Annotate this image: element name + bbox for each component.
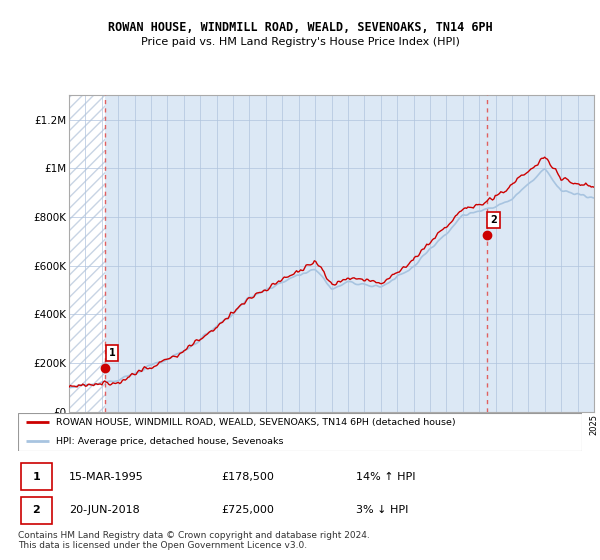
Text: Contains HM Land Registry data © Crown copyright and database right 2024.
This d: Contains HM Land Registry data © Crown c… <box>18 531 370 550</box>
FancyBboxPatch shape <box>21 463 52 490</box>
Text: ROWAN HOUSE, WINDMILL ROAD, WEALD, SEVENOAKS, TN14 6PH: ROWAN HOUSE, WINDMILL ROAD, WEALD, SEVEN… <box>107 21 493 34</box>
Text: £178,500: £178,500 <box>221 472 274 482</box>
Text: £725,000: £725,000 <box>221 505 274 515</box>
FancyBboxPatch shape <box>18 413 582 451</box>
Text: 3% ↓ HPI: 3% ↓ HPI <box>356 505 409 515</box>
Text: 20-JUN-2018: 20-JUN-2018 <box>69 505 140 515</box>
Text: 15-MAR-1995: 15-MAR-1995 <box>69 472 143 482</box>
Text: 14% ↑ HPI: 14% ↑ HPI <box>356 472 416 482</box>
Text: 1: 1 <box>32 472 40 482</box>
Bar <box>69 95 105 412</box>
FancyBboxPatch shape <box>21 497 52 524</box>
Text: 2: 2 <box>32 505 40 515</box>
Text: ROWAN HOUSE, WINDMILL ROAD, WEALD, SEVENOAKS, TN14 6PH (detached house): ROWAN HOUSE, WINDMILL ROAD, WEALD, SEVEN… <box>56 418 456 427</box>
Text: 2: 2 <box>490 215 497 225</box>
Text: HPI: Average price, detached house, Sevenoaks: HPI: Average price, detached house, Seve… <box>56 437 284 446</box>
Text: 1: 1 <box>109 348 115 358</box>
Text: Price paid vs. HM Land Registry's House Price Index (HPI): Price paid vs. HM Land Registry's House … <box>140 37 460 47</box>
